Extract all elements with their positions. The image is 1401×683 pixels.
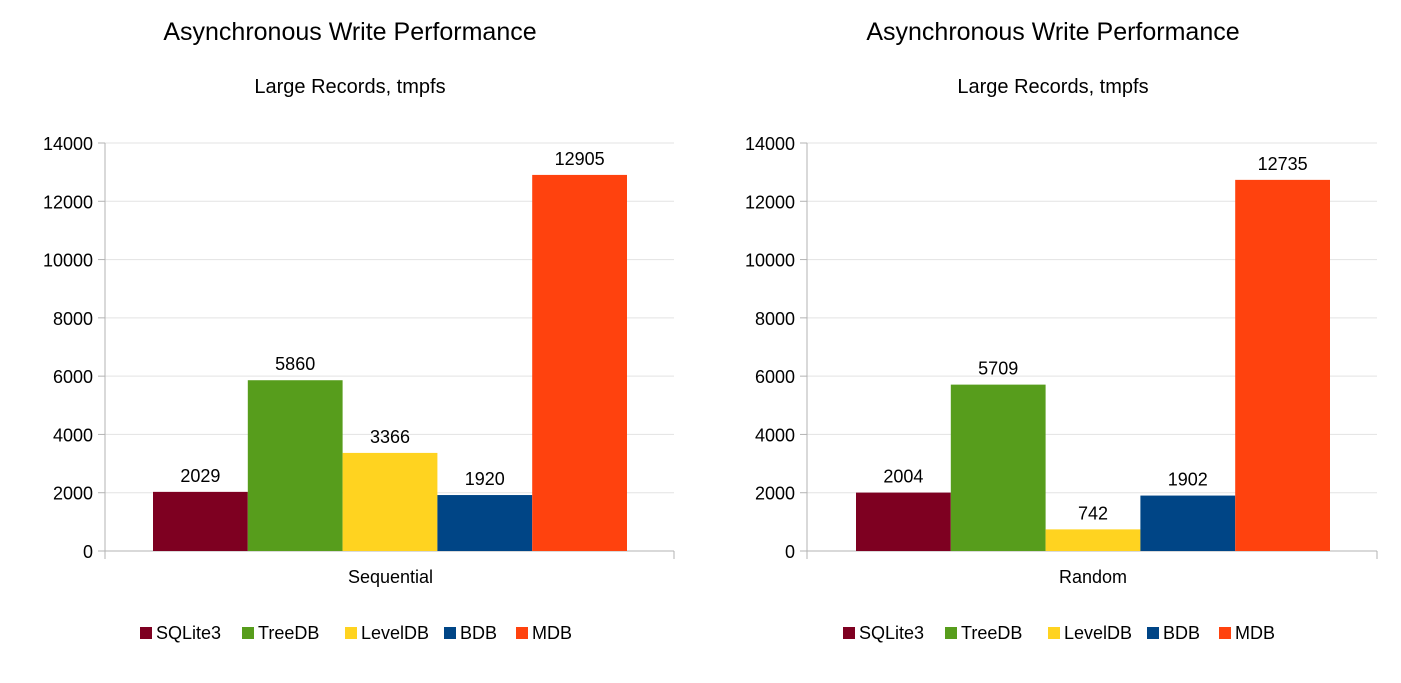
bar-treedb	[950, 384, 1046, 551]
data-label: 3366	[370, 427, 410, 447]
y-tick-label: 2000	[53, 484, 93, 504]
legend-swatch	[1048, 627, 1060, 639]
bar-bdb	[437, 495, 533, 551]
legend-swatch	[444, 627, 456, 639]
y-tick-label: 2000	[755, 484, 795, 504]
data-label: 12905	[555, 149, 605, 169]
y-tick-label: 0	[785, 542, 795, 562]
bar-treedb	[247, 380, 343, 551]
chart-panel-1: Asynchronous Write Performance Large Reco…	[43, 18, 675, 643]
legend-swatch	[242, 627, 254, 639]
legend-label: MDB	[1235, 623, 1275, 643]
data-label: 2004	[883, 467, 923, 487]
chart-subtitle: Large Records, tmpfs	[254, 76, 445, 98]
legend-label: SQLite3	[859, 623, 924, 643]
x-tick-label: Random	[1059, 567, 1127, 587]
y-tick-label: 14000	[745, 134, 795, 154]
bar-leveldb	[342, 452, 438, 551]
legend-swatch	[843, 627, 855, 639]
y-tick-label: 0	[83, 542, 93, 562]
chart-subtitle: Large Records, tmpfs	[957, 76, 1148, 98]
data-label: 5860	[275, 354, 315, 374]
bar-mdb	[1235, 179, 1330, 551]
bar-mdb	[532, 174, 627, 551]
data-label: 742	[1078, 503, 1108, 523]
data-label: 1920	[465, 469, 505, 489]
y-tick-label: 12000	[43, 192, 93, 212]
legend-label: TreeDB	[961, 623, 1022, 643]
y-tick-label: 6000	[53, 367, 93, 387]
bar-sqlite3	[856, 492, 951, 551]
legend-label: MDB	[532, 623, 572, 643]
bar-bdb	[1140, 495, 1236, 551]
legend-label: BDB	[460, 623, 497, 643]
y-tick-label: 8000	[755, 309, 795, 329]
y-tick-label: 4000	[755, 425, 795, 445]
y-tick-label: 14000	[43, 134, 93, 154]
y-tick-label: 12000	[745, 192, 795, 212]
data-label: 2029	[180, 466, 220, 486]
legend-swatch	[945, 627, 957, 639]
y-tick-label: 4000	[53, 425, 93, 445]
y-tick-label: 10000	[43, 251, 93, 271]
legend-label: TreeDB	[258, 623, 319, 643]
legend-swatch	[516, 627, 528, 639]
y-tick-label: 10000	[745, 251, 795, 271]
legend-label: BDB	[1163, 623, 1200, 643]
chart-panel-2: Asynchronous Write Performance Large Reco…	[745, 18, 1378, 643]
bar-leveldb	[1045, 529, 1141, 551]
legend: SQLite3 TreeDB LevelDB BDB MDB	[140, 623, 572, 643]
legend-label: LevelDB	[361, 623, 429, 643]
data-label: 12735	[1258, 154, 1308, 174]
bar-sqlite3	[153, 491, 248, 551]
legend-swatch	[1147, 627, 1159, 639]
y-tick-label: 6000	[755, 367, 795, 387]
x-tick-label: Sequential	[348, 567, 433, 587]
chart-title: Asynchronous Write Performance	[866, 18, 1239, 46]
legend-label: LevelDB	[1064, 623, 1132, 643]
data-label: 5709	[978, 359, 1018, 379]
legend-label: SQLite3	[156, 623, 221, 643]
data-label: 1902	[1168, 470, 1208, 490]
legend-swatch	[345, 627, 357, 639]
legend-swatch	[1219, 627, 1231, 639]
chart-title: Asynchronous Write Performance	[163, 18, 536, 46]
y-tick-label: 8000	[53, 309, 93, 329]
legend: SQLite3 TreeDB LevelDB BDB MDB	[843, 623, 1275, 643]
legend-swatch	[140, 627, 152, 639]
